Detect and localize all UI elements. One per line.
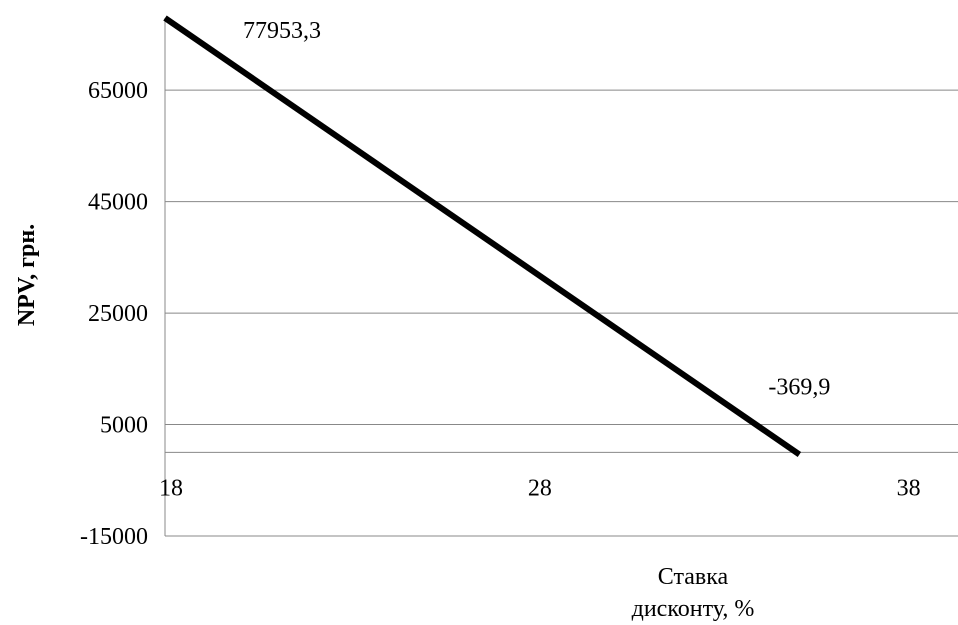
y-tick-label-4: -15000 <box>80 524 148 550</box>
x-tick-labels: 18 28 38 <box>159 475 921 501</box>
x-tick-label-0: 18 <box>159 475 183 501</box>
gridlines <box>165 89 958 537</box>
data-label-1: -369,9 <box>768 374 830 400</box>
y-axis-title: NPV, грн. <box>14 224 40 326</box>
x-tick-label-1: 28 <box>528 475 552 501</box>
y-tick-labels: 65000 45000 25000 5000 -15000 <box>80 78 148 550</box>
x-tick-label-2: 38 <box>897 475 921 501</box>
series-line-0 <box>163 15 802 457</box>
y-tick-label-1: 45000 <box>88 190 148 216</box>
data-labels: 77953,3 -369,9 <box>243 18 830 400</box>
x-axis-title-line-2: дисконту, % <box>632 596 755 622</box>
y-tick-label-2: 25000 <box>88 301 148 327</box>
y-tick-label-3: 5000 <box>100 413 148 439</box>
axes <box>164 18 958 536</box>
series-group <box>163 15 802 457</box>
y-tick-label-0: 65000 <box>88 78 148 104</box>
x-axis-title-line-1: Ставка <box>658 564 729 590</box>
data-label-0: 77953,3 <box>243 18 321 44</box>
